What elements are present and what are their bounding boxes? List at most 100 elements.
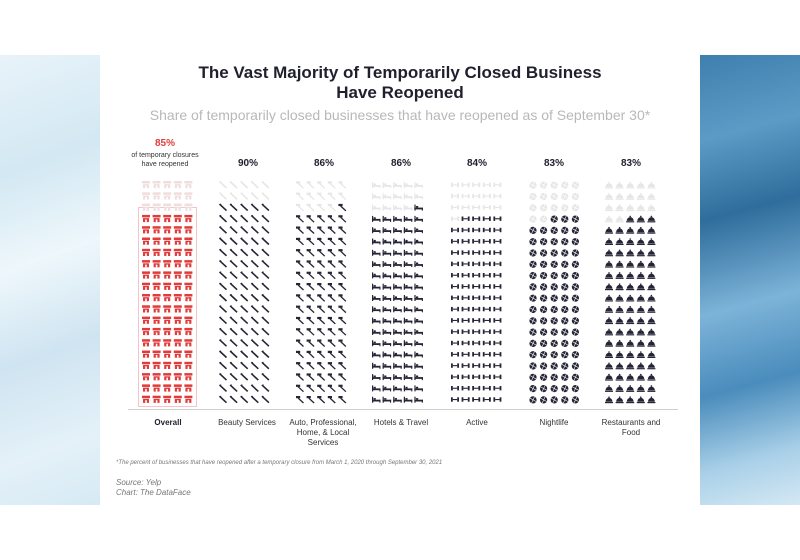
cloche-filled-icon [615, 283, 624, 291]
cloche-filled-icon [626, 260, 635, 268]
disco-ball-filled-icon [571, 396, 579, 404]
storefront-filled-icon [152, 361, 161, 369]
storefront-filled-icon [163, 294, 172, 302]
comb-filled-icon [261, 260, 270, 268]
dumbbell-filled-icon [472, 239, 481, 244]
storefront-filled-icon [173, 373, 182, 381]
disco-ball-filled-icon [529, 385, 537, 393]
disco-ball-filled-icon [561, 272, 569, 280]
bed-filled-icon [414, 295, 423, 301]
storefront-filled-icon [152, 395, 161, 403]
bed-filled-icon [382, 396, 392, 403]
cloche-filled-icon [626, 238, 635, 245]
disco-ball-filled-icon [529, 373, 537, 381]
comb-filled-icon [229, 282, 238, 291]
bed-filled-icon [372, 317, 381, 324]
disco-ball-filled-icon [550, 215, 558, 223]
comb-filled-icon [229, 373, 238, 381]
comb-filled-icon [250, 282, 259, 291]
cloche-filled-icon [615, 373, 624, 381]
waffle-column-0 [142, 181, 193, 403]
disco-ball-filled-icon [550, 362, 558, 370]
disco-ball-filled-icon [540, 328, 548, 336]
hammer-filled-icon [338, 339, 347, 347]
bed-filled-icon [382, 328, 392, 335]
storefront-filled-icon [142, 361, 150, 369]
comb-filled-icon [229, 214, 238, 223]
dumbbell-empty-icon [482, 182, 491, 187]
cloche-filled-icon [636, 362, 645, 370]
disco-ball-filled-icon [571, 249, 579, 257]
dumbbell-filled-icon [451, 363, 459, 368]
bed-filled-icon [403, 340, 413, 347]
bed-filled-icon [414, 317, 423, 324]
hammer-filled-icon [338, 271, 347, 280]
disco-ball-filled-icon [571, 283, 579, 291]
cloche-filled-icon [626, 328, 635, 336]
cloche-filled-icon [605, 362, 613, 370]
cloche-filled-icon [636, 328, 645, 336]
comb-filled-icon [218, 384, 228, 392]
cloche-empty-icon [647, 204, 656, 212]
category-label-hotels: Hotels & Travel [373, 418, 429, 427]
bed-filled-icon [414, 204, 423, 211]
hammer-filled-icon [296, 226, 304, 234]
dumbbell-filled-icon [482, 329, 491, 334]
comb-filled-icon [218, 305, 228, 313]
credit-line: Chart: The DataFace [116, 488, 191, 497]
hammer-filled-icon [338, 260, 347, 268]
comb-filled-icon [229, 327, 238, 336]
comb-filled-icon [250, 214, 259, 223]
storefront-filled-icon [173, 327, 182, 336]
disco-ball-empty-icon [561, 204, 569, 212]
disco-ball-filled-icon [540, 373, 548, 381]
comb-empty-icon [218, 180, 228, 189]
bed-filled-icon [393, 215, 402, 222]
category-label-nightlife: Nightlife [539, 418, 569, 427]
cloche-empty-icon [605, 193, 613, 200]
bed-filled-icon [403, 283, 413, 290]
disco-ball-empty-icon [540, 192, 548, 201]
bed-filled-icon [382, 351, 392, 358]
dumbbell-filled-icon [451, 397, 459, 402]
comb-filled-icon [240, 214, 249, 223]
disco-ball-filled-icon [529, 328, 537, 336]
dumbbell-filled-icon [451, 306, 459, 312]
hammer-filled-icon [327, 305, 336, 314]
storefront-filled-icon [142, 305, 150, 313]
bed-empty-icon [372, 182, 381, 188]
hammer-filled-icon [306, 226, 315, 234]
bed-filled-icon [382, 261, 392, 268]
storefront-filled-icon [152, 237, 161, 245]
comb-filled-icon [240, 327, 249, 336]
cloche-filled-icon [605, 249, 613, 257]
disco-ball-filled-icon [529, 362, 537, 370]
comb-filled-icon [250, 305, 259, 313]
storefront-filled-icon [184, 271, 193, 279]
bed-filled-icon [372, 385, 381, 392]
dumbbell-filled-icon [461, 295, 470, 300]
dumbbell-filled-icon [482, 250, 491, 255]
hammer-filled-icon [296, 283, 304, 291]
disco-ball-filled-icon [550, 385, 558, 393]
hammer-filled-icon [327, 362, 336, 370]
bed-empty-icon [393, 204, 402, 211]
disco-ball-empty-icon [571, 204, 579, 212]
dumbbell-filled-icon [482, 261, 491, 267]
cloche-filled-icon [636, 351, 645, 358]
comb-filled-icon [229, 248, 238, 257]
dumbbell-empty-icon [482, 193, 491, 199]
bed-filled-icon [382, 317, 392, 324]
cloche-filled-icon [605, 385, 613, 392]
storefront-filled-icon [173, 226, 182, 234]
cloche-filled-icon [636, 226, 645, 234]
hammer-empty-icon [306, 203, 315, 212]
bed-filled-icon [393, 306, 402, 313]
bed-empty-icon [414, 193, 423, 200]
comb-filled-icon [250, 237, 259, 246]
storefront-filled-icon [173, 260, 182, 268]
disco-ball-filled-icon [529, 294, 537, 302]
hammer-filled-icon [306, 362, 315, 370]
comb-filled-icon [229, 293, 238, 302]
disco-ball-empty-icon [550, 192, 558, 201]
